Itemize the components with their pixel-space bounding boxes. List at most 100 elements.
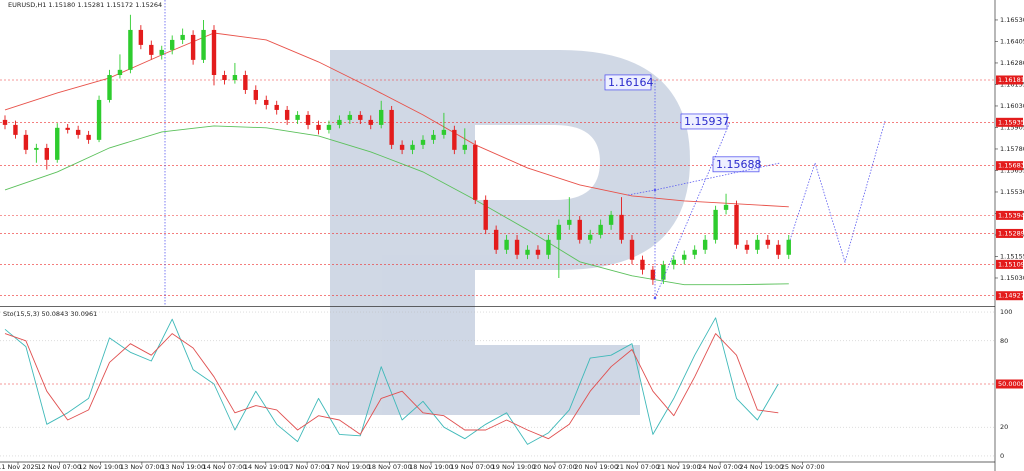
forecast-path: [789, 120, 886, 264]
candle-body: [337, 119, 342, 125]
candle-body: [546, 239, 551, 255]
y-tick-label: 1.15780: [1000, 145, 1024, 153]
candle-body: [347, 114, 353, 120]
candle-body: [598, 224, 603, 235]
level-label: 1.14927: [998, 292, 1024, 300]
level-label-box: [996, 161, 1023, 171]
y-tick-label: 0: [1000, 452, 1004, 460]
y-tick-label: 1.15030: [1000, 274, 1024, 282]
level-label-box: [996, 291, 1023, 301]
x-tick-label: 21 Nov 19:00: [657, 463, 701, 471]
oscillator-line: [4, 333, 779, 440]
candle-body: [86, 134, 91, 140]
forecast-label-box: [712, 156, 760, 173]
x-tick-label: 13 Nov 19:00: [161, 463, 205, 471]
forecast-path: [654, 121, 731, 299]
level-label-box: [996, 379, 1023, 389]
candle-body: [493, 229, 499, 250]
moving-average: [4, 32, 789, 208]
y-tick-label: 1.15905: [1000, 123, 1024, 131]
forecast-point: [653, 188, 657, 192]
oscillator-line: [4, 317, 779, 445]
level-label-box: [996, 228, 1023, 238]
plot-layer: 1.165301.164051.162801.161551.160301.159…: [0, 14, 1024, 471]
level-label: 1.15289: [998, 229, 1024, 237]
forecast-label: 1.16164: [608, 76, 654, 89]
candle-body: [138, 29, 144, 45]
level-label: 1.15394: [998, 211, 1024, 219]
x-tick-label: 20 Nov 07:00: [533, 463, 577, 471]
y-tick-label: 1.16530: [1000, 16, 1024, 24]
candle-body: [776, 244, 781, 255]
candle-body: [682, 254, 687, 260]
level-label: 1.15935: [998, 118, 1024, 126]
x-tick-label: 25 Nov 07:00: [781, 463, 825, 471]
candle-body: [692, 249, 697, 255]
y-tick-label: 80: [1000, 337, 1008, 345]
logo-foot: [475, 345, 640, 415]
x-tick-label: 17 Nov 07:00: [285, 463, 329, 471]
candle-body: [284, 109, 290, 120]
x-tick-label: 11 Nov 2025: [0, 463, 39, 471]
candle-body: [452, 129, 457, 150]
x-tick-label: 14 Nov 19:00: [244, 463, 288, 471]
y-tick-label: 100: [1000, 308, 1012, 316]
level-label-box: [996, 117, 1023, 127]
level-label-box: [996, 75, 1023, 85]
candle-body: [379, 109, 384, 125]
forecast-lines: [164, 0, 886, 305]
candle-body: [650, 269, 656, 280]
candle-body: [107, 75, 112, 100]
x-tick-label: 20 Nov 19:00: [574, 463, 618, 471]
candle-body: [608, 214, 614, 225]
candle-body: [462, 144, 467, 150]
x-tick-label: 14 Nov 07:00: [203, 463, 247, 471]
candle-body: [253, 89, 258, 100]
candle-body: [473, 144, 478, 200]
y-tick-label: 1.16280: [1000, 59, 1024, 67]
candle-body: [326, 124, 332, 130]
candle-body: [483, 199, 488, 230]
candle-body: [661, 264, 666, 280]
candle-body: [399, 144, 405, 150]
candle-body: [295, 114, 300, 120]
y-tick-label: 50.0000: [998, 380, 1024, 388]
level-label-box: [996, 259, 1023, 269]
forecast-label-box: [604, 74, 652, 91]
candle-body: [75, 129, 81, 135]
forecast-label-box: [680, 113, 728, 130]
candle-body: [264, 99, 269, 105]
forecast-label: 1.15688: [716, 158, 762, 171]
candle-body: [420, 139, 426, 145]
forecast-label: 1.15937: [684, 115, 730, 128]
x-tick-label: 17 Nov 19:00: [326, 463, 370, 471]
candle-body: [431, 134, 436, 140]
candle-body: [765, 239, 771, 245]
candle-body: [744, 244, 750, 250]
y-tick-label: 1.16030: [1000, 102, 1024, 110]
candle-body: [96, 99, 102, 140]
candle-body: [713, 209, 718, 240]
candle-body: [2, 119, 8, 125]
candle-body: [222, 75, 227, 80]
candle-body: [180, 34, 185, 40]
candle-body: [44, 147, 49, 160]
candle-body: [389, 109, 394, 145]
candle-body: [441, 129, 447, 135]
candle-body: [65, 127, 70, 130]
candle-body: [629, 239, 635, 260]
x-tick-label: 18 Nov 07:00: [368, 463, 412, 471]
x-tick-label: 13 Nov 07:00: [120, 463, 164, 471]
candle-body: [619, 214, 624, 240]
candle-body: [34, 147, 39, 150]
x-tick-label: 12 Nov 07:00: [37, 463, 81, 471]
candle-body: [525, 249, 530, 255]
candle-body: [316, 124, 321, 130]
y-tick-label: 1.16405: [1000, 37, 1024, 45]
candle-body: [504, 239, 509, 250]
candle-body: [305, 114, 311, 125]
y-tick-label: 20: [1000, 423, 1008, 431]
candle-body: [786, 239, 791, 255]
x-tick-label: 12 Nov 19:00: [79, 463, 123, 471]
candle-body: [149, 44, 154, 55]
